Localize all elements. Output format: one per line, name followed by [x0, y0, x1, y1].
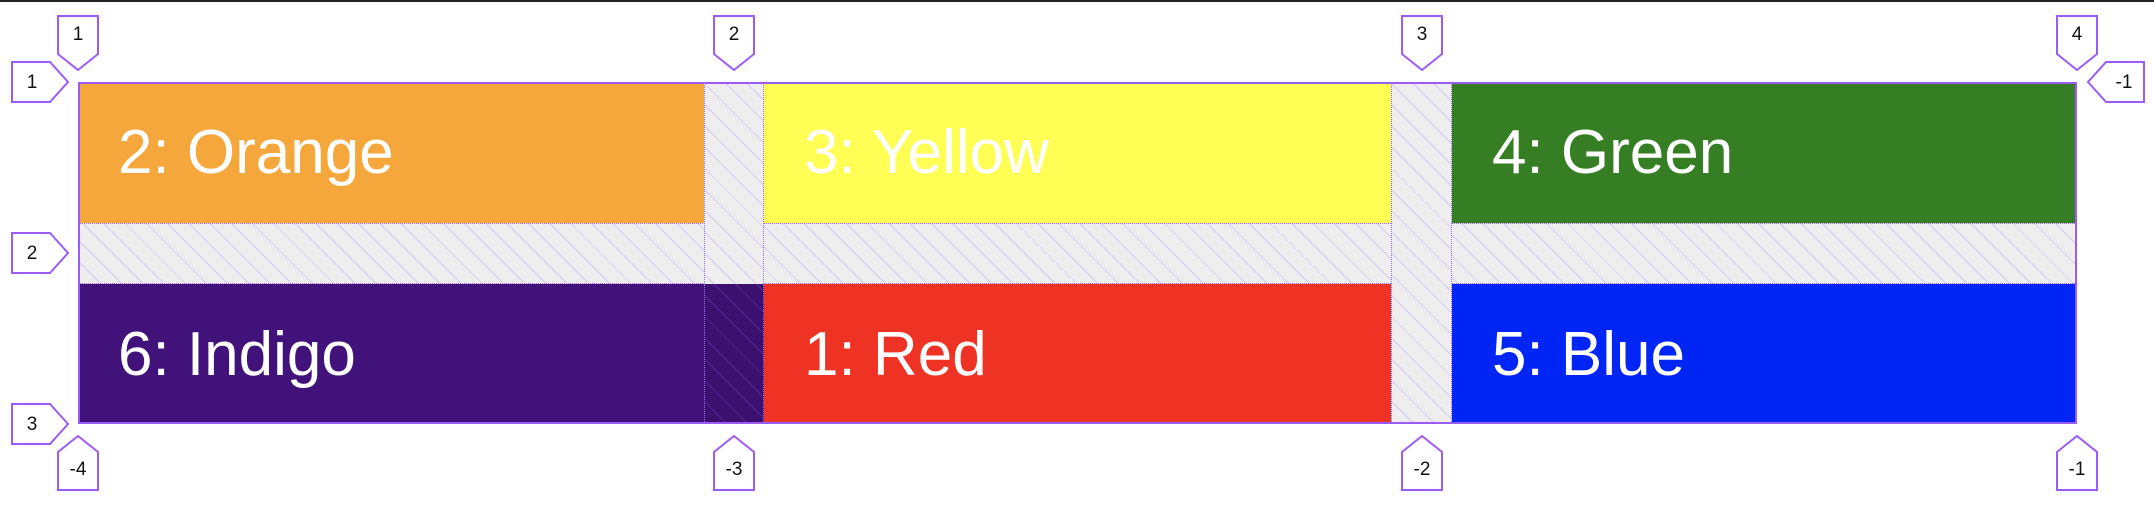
row-line-label: 3 [27, 414, 38, 435]
window-top-border [0, 0, 2154, 2]
row-line-badge-left-2: 2 [11, 232, 70, 274]
column-line-badge-bottom-1: -4 [57, 434, 99, 491]
column-line-label: -4 [70, 459, 87, 480]
column-gap-2 [1391, 82, 1452, 424]
column-line-label: -3 [726, 459, 743, 480]
column-gap-1-over-indigo [704, 284, 764, 424]
grid-item-orange: 2: Orange [78, 82, 704, 223]
grid-item-red: 1: Red [764, 284, 1391, 424]
row-line-badge-left-1: 1 [11, 61, 70, 103]
row-gap [78, 223, 2077, 284]
column-line-label: 4 [2072, 24, 2083, 45]
column-line-badge-top-1: 1 [57, 15, 99, 72]
column-line-label: -2 [1414, 459, 1431, 480]
row-line-badge-left-3: 3 [11, 403, 70, 445]
column-line-label: 2 [729, 24, 740, 45]
column-line-badge-bottom-3: -2 [1401, 434, 1443, 491]
row-line-label: 1 [27, 72, 38, 93]
grid-item-blue: 5: Blue [1452, 284, 2077, 424]
column-line-badge-top-4: 4 [2056, 15, 2098, 72]
column-line-badge-top-3: 3 [1401, 15, 1443, 72]
column-line-label: -1 [2069, 459, 2086, 480]
grid-item-green: 4: Green [1452, 82, 2077, 223]
grid-item-indigo: 6: Indigo [78, 284, 764, 424]
row-line-label: 2 [27, 243, 38, 264]
column-line-label: 3 [1417, 24, 1428, 45]
row-line-label: -1 [2116, 72, 2133, 93]
column-line-badge-top-2: 2 [713, 15, 755, 72]
row-line-badge-right-1: -1 [2086, 61, 2145, 103]
grid-item-yellow: 3: Yellow [764, 82, 1391, 223]
column-line-badge-bottom-2: -3 [713, 434, 755, 491]
column-line-label: 1 [73, 24, 84, 45]
column-line-badge-bottom-4: -1 [2056, 434, 2098, 491]
